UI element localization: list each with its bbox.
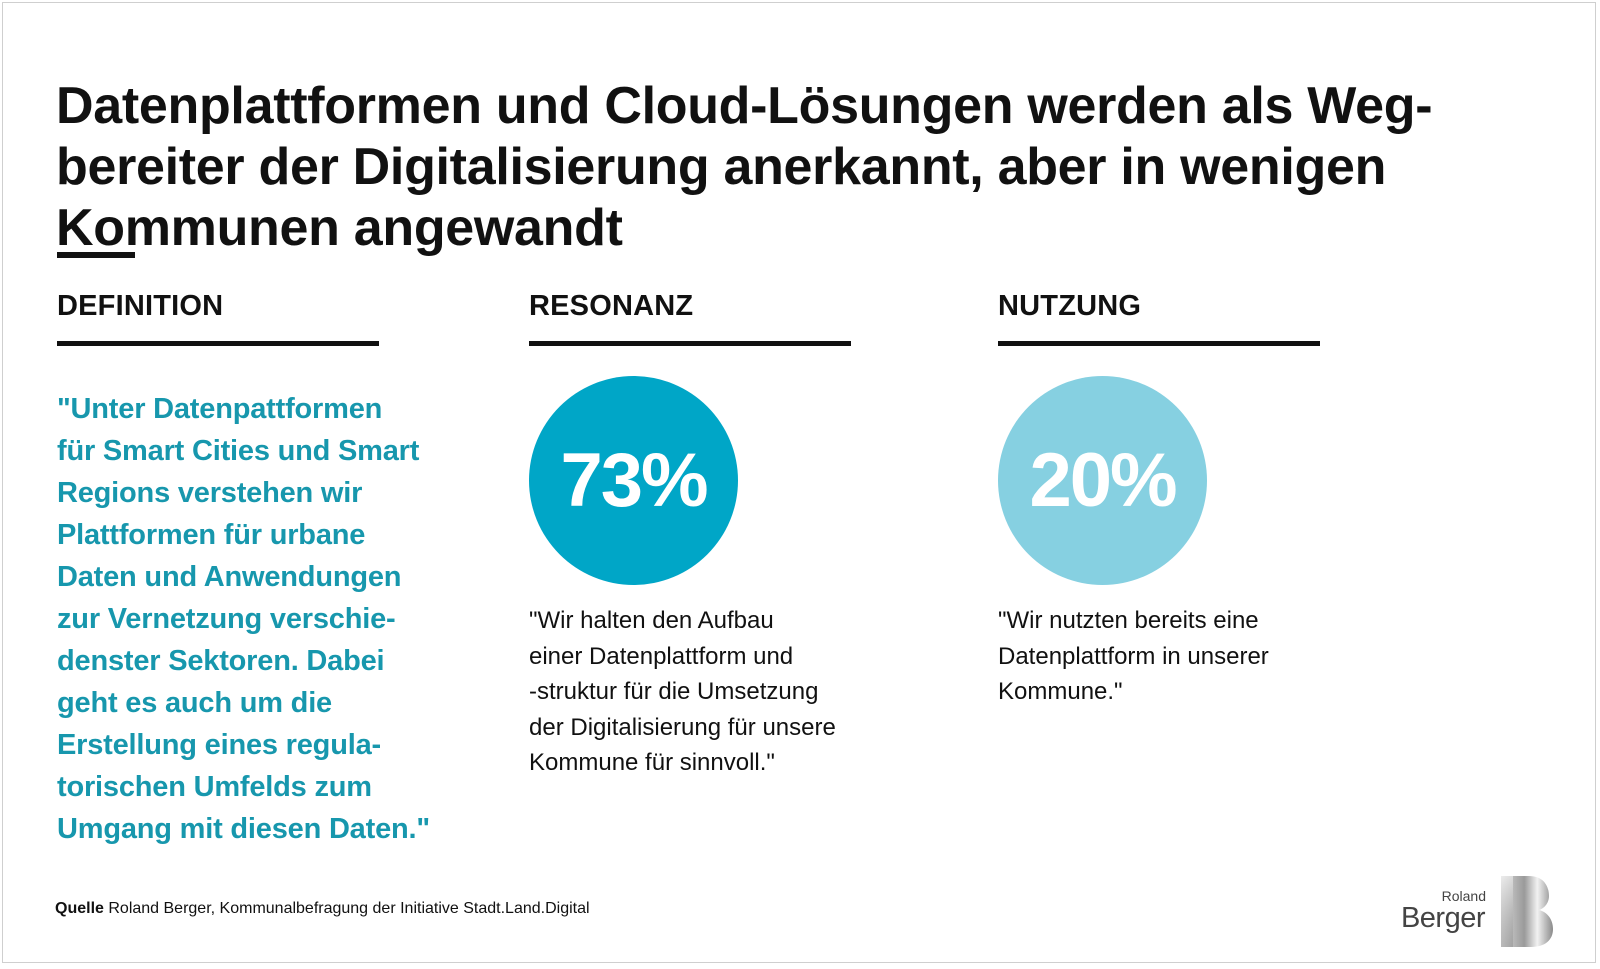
definition-quote-line: denster Sektoren. Dabei: [57, 645, 385, 677]
definition-quote-line: Umgang mit diesen Daten.": [57, 813, 430, 845]
roland-berger-b-logo-icon: [1501, 876, 1553, 947]
resonanz-rule: [529, 341, 851, 346]
headline-underline: [57, 252, 135, 258]
source-text: Roland Berger, Kommunalbefragung der Ini…: [108, 900, 590, 917]
definition-quote-line: Erstellung eines regula-: [57, 729, 381, 761]
definition-rule: [57, 341, 379, 346]
resonanz-quote-line: "Wir halten den Aufbau: [529, 607, 774, 634]
definition-quote-line: zur Vernetzung verschie-: [57, 603, 396, 635]
resonanz-quote: "Wir halten den Aufbau einer Datenplattf…: [529, 603, 969, 781]
logo-line-berger: Berger: [1400, 902, 1486, 934]
definition-quote-line: Daten und Anwendungen: [57, 561, 402, 593]
definition-quote-line: "Unter Datenpattformen: [57, 393, 383, 425]
nutzung-percent-circle: 20%: [998, 376, 1207, 585]
nutzung-quote-line: Kommune.": [998, 678, 1123, 705]
nutzung-quote: "Wir nutzten bereits eine Datenplattform…: [998, 603, 1438, 710]
headline: Datenplattformen und Cloud-Lösungen werd…: [56, 76, 1476, 259]
source-note: Quelle Roland Berger, Kommunalbefragung …: [55, 900, 590, 918]
resonanz-percent-circle: 73%: [529, 376, 738, 585]
resonanz-percent-value: 73%: [560, 437, 708, 523]
headline-line: Kommunen angewandt: [56, 198, 623, 257]
resonanz-heading: RESONANZ: [529, 290, 694, 322]
source-label: Quelle: [55, 900, 104, 917]
definition-heading: DEFINITION: [57, 290, 224, 322]
definition-quote-line: torischen Umfelds zum: [57, 771, 372, 803]
definition-quote-line: geht es auch um die: [57, 687, 332, 719]
definition-quote-line: Plattformen für urbane: [57, 519, 366, 551]
definition-quote-line: für Smart Cities und Smart: [57, 435, 420, 467]
definition-quote-line: Regions verstehen wir: [57, 477, 363, 509]
nutzung-rule: [998, 341, 1320, 346]
definition-quote: "Unter Datenpattformen für Smart Cities …: [57, 388, 497, 850]
headline-line: bereiter der Digitalisierung anerkannt, …: [56, 137, 1387, 196]
roland-berger-logo: Roland Berger: [1399, 874, 1559, 949]
definition-column: DEFINITION "Unter Datenpattformen für Sm…: [57, 288, 497, 850]
resonanz-quote-line: einer Datenplattform und: [529, 642, 794, 670]
nutzung-heading: NUTZUNG: [998, 290, 1142, 322]
resonanz-column: RESONANZ 73% "Wir halten den Aufbau eine…: [529, 288, 969, 781]
nutzung-quote-line: "Wir nutzten bereits eine: [998, 607, 1259, 634]
nutzung-percent-value: 20%: [1029, 437, 1177, 523]
nutzung-column: NUTZUNG 20% "Wir nutzten bereits eine Da…: [998, 288, 1438, 710]
resonanz-quote-line: der Digitalisierung für unsere: [529, 713, 836, 741]
resonanz-quote-line: -struktur für die Umsetzung: [529, 678, 819, 705]
headline-line: Datenplattformen und Cloud-Lösungen werd…: [56, 76, 1433, 135]
resonanz-quote-line: Kommune für sinnvoll.": [529, 749, 775, 776]
nutzung-quote-line: Datenplattform in unserer: [998, 642, 1269, 670]
logo-line-roland: Roland: [1441, 888, 1486, 904]
